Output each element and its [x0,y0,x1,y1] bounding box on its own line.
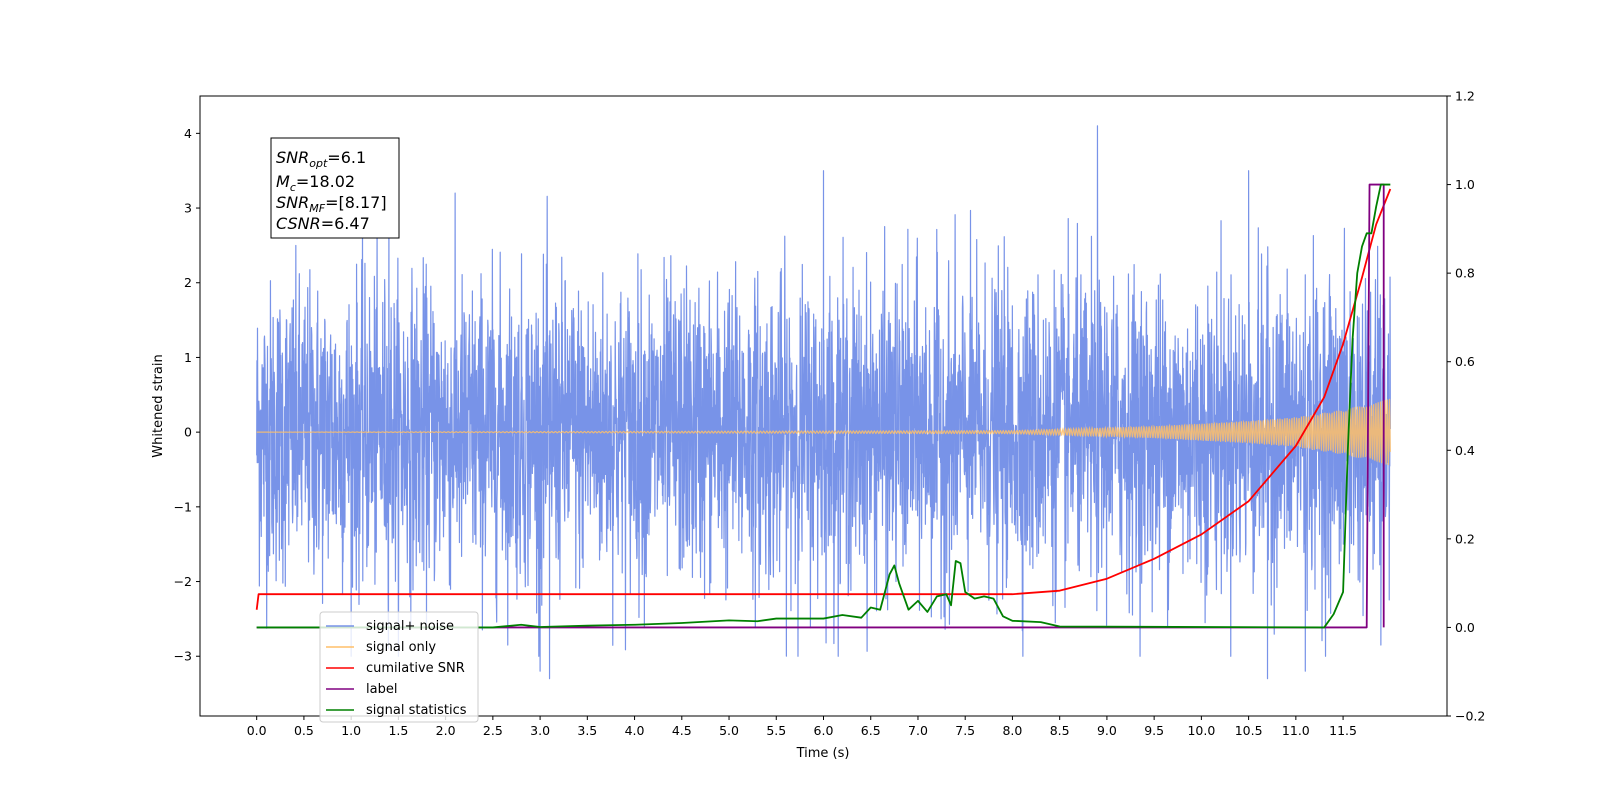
axes-layer: 0.0 0.5 1.0 1.5 2.0 2.5 3.0 3.5 4.0 4.5 5.0 5.5 6.0 6… [174,89,1486,739]
x-tick-label: 3.0 [530,723,550,738]
x-tick-label: 10.5 [1235,723,1263,738]
x-tick-label: 1.0 [341,723,361,738]
x-axis-label: Time (s) [796,746,850,761]
y2-tick-label: 0.0 [1455,620,1475,635]
y2-tick-label: 0.2 [1455,531,1475,546]
y-axis-label: Whitened strain [151,354,166,457]
y-tick-label: −1 [174,499,192,514]
y-tick-label: 4 [184,126,192,141]
svg-text:signal+ noise: signal+ noise [366,619,454,634]
y-tick-label: −2 [174,574,192,589]
y-tick-label: 0 [184,425,192,440]
y2-tick-label: 0.8 [1455,266,1475,281]
y2-tick-label: 0.6 [1455,354,1475,369]
series-label [256,183,1385,629]
legend-entry-signal-noise: signal+ noise [326,619,454,634]
x-tick-label: 5.5 [766,723,786,738]
x-tick-label: 10.0 [1187,723,1215,738]
legend-entry-signal-statistics: signal statistics [326,703,467,718]
annotation-line-3: SNRMF=[8.17] [276,193,387,215]
x-tick-label: 1.5 [388,723,408,738]
x-tick-label: 8.5 [1050,723,1070,738]
x-tick-label: 7.5 [955,723,975,738]
x-tick-label: 7.0 [908,723,928,738]
annotation-line-4: CSNR=6.47 [276,214,370,233]
legend: signal+ noise signal only cumilative SNR… [319,611,479,723]
x-tick-label: 6.0 [814,723,834,738]
annotation-line-2: Mc=18.02 [276,172,355,194]
x-tick-label: 0.0 [247,723,267,738]
x-tick-label: 3.5 [577,723,597,738]
x-tick-label: 11.5 [1329,723,1357,738]
legend-entry-signal-only: signal only [326,640,436,655]
annotation-box: SNRopt=6.1 Mc=18.02 SNRMF=[8.17] CSNR=6.… [270,137,400,239]
x-tick-label: 8.0 [1002,723,1022,738]
x-tick-label: 5.0 [719,723,739,738]
y-tick-label: −3 [174,649,192,664]
y-tick-label: 2 [184,275,192,290]
y2-tick-label: 1.0 [1455,177,1475,192]
plot-layer [255,125,1392,680]
series-signal-noise [256,125,1391,680]
y2-tick-label: 1.2 [1455,89,1475,104]
y-tick-label: 3 [184,201,192,216]
x-tick-label: 11.0 [1282,723,1310,738]
x-tick-label: 0.5 [294,723,314,738]
x-tick-label: 9.0 [1097,723,1117,738]
svg-text:signal only: signal only [366,640,436,655]
y2-tick-label: 0.4 [1455,443,1475,458]
svg-text:label: label [366,682,397,697]
x-tick-label: 2.0 [436,723,456,738]
legend-frame [319,611,479,723]
annotation-line-1: SNRopt=6.1 [276,148,366,170]
series-signal-statistics [256,183,1391,629]
x-tick-label: 4.5 [672,723,692,738]
y2-tick-label: −0.2 [1455,709,1485,724]
legend-entry-label: label [326,682,397,697]
x-tick-label: 4.0 [625,723,645,738]
x-tick-label: 6.5 [861,723,881,738]
x-tick-label: 2.5 [483,723,503,738]
svg-text:signal statistics: signal statistics [366,703,467,718]
x-tick-label: 9.5 [1144,723,1164,738]
y-tick-label: 1 [184,350,192,365]
svg-text:cumilative SNR: cumilative SNR [366,661,465,676]
legend-entry-cumulative-snr: cumilative SNR [326,661,465,676]
series-signal-only [256,398,1391,466]
